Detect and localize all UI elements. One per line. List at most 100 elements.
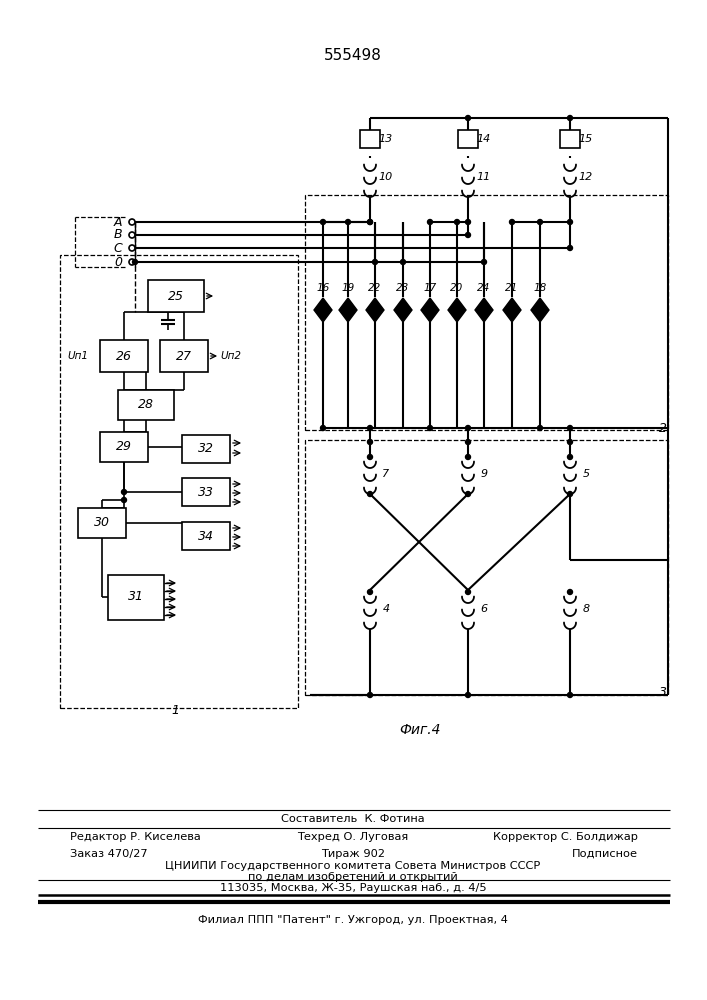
Circle shape — [400, 259, 406, 264]
Circle shape — [368, 440, 373, 444]
Circle shape — [568, 692, 573, 698]
Text: 27: 27 — [176, 350, 192, 362]
Text: 16: 16 — [316, 283, 329, 293]
Text: 1: 1 — [171, 704, 179, 716]
Text: 555498: 555498 — [324, 47, 382, 62]
Bar — [182, 435, 230, 463]
Circle shape — [320, 220, 325, 225]
Circle shape — [481, 259, 486, 264]
Circle shape — [122, 497, 127, 502]
Text: 6: 6 — [481, 604, 488, 614]
Text: 28: 28 — [138, 398, 154, 412]
Text: 11: 11 — [477, 172, 491, 182]
Text: 29: 29 — [116, 440, 132, 454]
Bar — [305, 195, 668, 430]
Polygon shape — [531, 298, 549, 322]
Text: Составитель  К. Фотина: Составитель К. Фотина — [281, 814, 425, 824]
Polygon shape — [366, 298, 384, 322]
Text: Тираж 902: Тираж 902 — [321, 849, 385, 859]
Circle shape — [465, 491, 470, 496]
Text: 17: 17 — [423, 283, 437, 293]
Text: A: A — [114, 216, 122, 229]
Text: Uп1: Uп1 — [67, 351, 88, 361]
Circle shape — [568, 115, 573, 120]
Text: 25: 25 — [168, 290, 184, 302]
Circle shape — [346, 220, 351, 225]
Bar — [458, 130, 478, 148]
Circle shape — [568, 245, 573, 250]
Text: 10: 10 — [379, 172, 393, 182]
Circle shape — [129, 245, 135, 251]
Text: 14: 14 — [477, 134, 491, 144]
Polygon shape — [448, 298, 466, 322]
Text: 3: 3 — [659, 686, 667, 700]
Circle shape — [129, 219, 135, 225]
Text: 33: 33 — [198, 486, 214, 498]
Text: 2: 2 — [659, 422, 667, 434]
Text: 31: 31 — [128, 590, 144, 603]
Bar — [78, 508, 126, 538]
Text: 0: 0 — [114, 255, 122, 268]
Circle shape — [465, 426, 470, 430]
Bar — [560, 130, 580, 148]
Circle shape — [368, 589, 373, 594]
Circle shape — [568, 426, 573, 430]
Circle shape — [465, 589, 470, 594]
Text: 7: 7 — [382, 469, 390, 479]
Polygon shape — [314, 298, 332, 322]
Circle shape — [568, 440, 573, 444]
Circle shape — [122, 489, 127, 494]
Text: Фиг.4: Фиг.4 — [399, 723, 440, 737]
Text: Техред О. Луговая: Техред О. Луговая — [298, 832, 409, 842]
Text: Uп2: Uп2 — [220, 351, 241, 361]
Text: 21: 21 — [506, 283, 519, 293]
Circle shape — [465, 220, 470, 225]
Text: 34: 34 — [198, 530, 214, 542]
Circle shape — [368, 426, 373, 430]
Bar — [118, 390, 174, 420]
Bar — [182, 522, 230, 550]
Text: 19: 19 — [341, 283, 355, 293]
Bar — [360, 130, 380, 148]
Text: 13: 13 — [379, 134, 393, 144]
Text: 32: 32 — [198, 442, 214, 456]
Text: 20: 20 — [450, 283, 464, 293]
Circle shape — [568, 491, 573, 496]
Circle shape — [465, 115, 470, 120]
Circle shape — [455, 220, 460, 225]
Text: 30: 30 — [94, 516, 110, 530]
Circle shape — [465, 454, 470, 460]
Polygon shape — [394, 298, 412, 322]
Text: 5: 5 — [583, 469, 590, 479]
Text: 18: 18 — [533, 283, 547, 293]
Text: 22: 22 — [368, 283, 382, 293]
Bar — [100, 432, 148, 462]
Circle shape — [537, 426, 542, 430]
Circle shape — [568, 220, 573, 225]
Circle shape — [465, 232, 470, 237]
Bar — [182, 478, 230, 506]
Circle shape — [129, 259, 135, 265]
Circle shape — [132, 259, 137, 264]
Polygon shape — [339, 298, 357, 322]
Text: C: C — [113, 241, 122, 254]
Text: 24: 24 — [477, 283, 491, 293]
Bar — [108, 575, 164, 620]
Text: 12: 12 — [579, 172, 593, 182]
Text: Филиал ППП "Патент" г. Ужгород, ул. Проектная, 4: Филиал ППП "Патент" г. Ужгород, ул. Прое… — [198, 915, 508, 925]
Circle shape — [368, 220, 373, 225]
Circle shape — [510, 220, 515, 225]
Polygon shape — [421, 298, 439, 322]
Circle shape — [428, 426, 433, 430]
Text: Заказ 470/27: Заказ 470/27 — [70, 849, 148, 859]
Text: 8: 8 — [583, 604, 590, 614]
Circle shape — [428, 220, 433, 225]
Circle shape — [368, 454, 373, 460]
Circle shape — [129, 232, 135, 238]
Circle shape — [568, 589, 573, 594]
Text: 9: 9 — [481, 469, 488, 479]
Bar — [100, 340, 148, 372]
Text: по делам изобретений и открытий: по делам изобретений и открытий — [248, 872, 458, 882]
Circle shape — [537, 220, 542, 225]
Circle shape — [368, 692, 373, 698]
